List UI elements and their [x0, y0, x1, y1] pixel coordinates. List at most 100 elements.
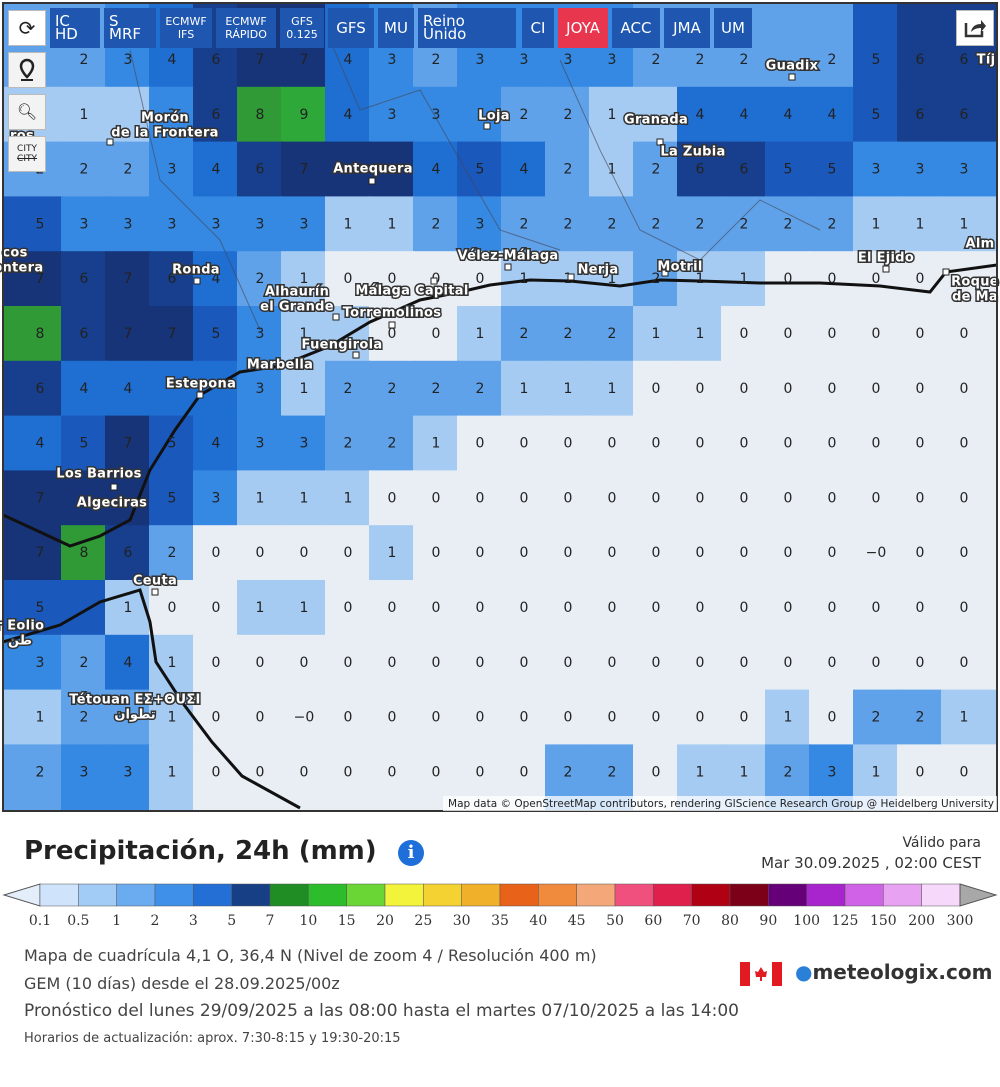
grid-value: 0 [696, 381, 705, 397]
grid-value: 1 [388, 545, 397, 561]
grid-value: 0 [476, 490, 485, 506]
grid-cell [281, 470, 327, 527]
grid-value: 2 [80, 52, 89, 68]
grid-value: 5 [168, 436, 177, 452]
grid-cell [941, 580, 997, 636]
grid-cell [589, 470, 635, 527]
grid-value: 0 [652, 710, 661, 726]
grid-cell [897, 689, 943, 746]
colorbar-label: 125 [832, 913, 859, 929]
model-button[interactable]: UM [714, 8, 752, 48]
grid-value: 1 [608, 381, 617, 397]
model-button[interactable]: MU [378, 8, 414, 48]
grid-cell [897, 251, 943, 308]
zoom-button[interactable]: 🔍︎ [8, 94, 46, 130]
grid-value: 0 [916, 600, 925, 616]
place-label: de Ma [952, 290, 998, 305]
grid-cell [237, 470, 283, 527]
grid-value: 0 [476, 655, 485, 671]
grid-cell [193, 689, 239, 746]
grid-value: 0 [256, 764, 265, 780]
grid-value: 0 [960, 545, 969, 561]
place-label: Alm [966, 237, 995, 252]
grid-cell [677, 689, 723, 746]
city-button[interactable]: CITY CITY [8, 136, 46, 172]
info-icon[interactable]: i [398, 840, 424, 866]
grid-cell [677, 360, 723, 417]
grid-cell [413, 415, 459, 472]
grid-cell [457, 689, 503, 746]
model-button[interactable]: CI [522, 8, 554, 48]
grid-value: 0 [476, 545, 485, 561]
grid-cell [765, 86, 811, 143]
grid-value: 3 [432, 107, 441, 123]
grid-value: 0 [476, 436, 485, 452]
grid-cell [413, 580, 459, 636]
city-dot [483, 122, 491, 130]
model-button[interactable]: IC HD [50, 8, 100, 48]
grid-value: 0 [828, 655, 837, 671]
city-label: CITY [17, 144, 37, 154]
grid-value: 4 [784, 107, 793, 123]
grid-cell [501, 306, 547, 362]
city-dot [106, 138, 114, 146]
grid-cell [325, 689, 371, 746]
grid-cell [193, 360, 239, 417]
grid-value: 0 [740, 710, 749, 726]
colorbar-label: 1 [112, 913, 121, 929]
grid-cell [105, 306, 151, 362]
model-button[interactable]: Reino Unido [418, 8, 516, 48]
grid-cell [677, 196, 723, 253]
model-button[interactable]: ACC [612, 8, 660, 48]
model-button[interactable]: JMA [664, 8, 710, 48]
colorbar-segment [384, 883, 424, 907]
model-button[interactable]: GFS [328, 8, 374, 48]
grid-value: 0 [916, 326, 925, 342]
model-button[interactable]: ECMWF RÁPIDO [216, 8, 276, 48]
grid-value: 9 [300, 107, 309, 123]
grid-cell [589, 86, 635, 143]
grid-value: 2 [432, 216, 441, 232]
grid-value: 1 [80, 107, 89, 123]
grid-cell [501, 689, 547, 746]
colorbar-arrow [959, 883, 998, 907]
map[interactable]: 2 3 4 6 7 7 4 3 2 3 3 3 3 2 2 2 2 5 6 6 1 3 6 8 9 4 3 3 2 2 1 4 4 4 4 5 6 6 2 2… [0, 0, 1000, 815]
model-button[interactable]: ECMWF IFS [160, 8, 212, 48]
grid-value: 7 [300, 52, 309, 68]
grid-cell [3, 415, 63, 472]
grid-value: 2 [608, 326, 617, 342]
grid-cell [413, 525, 459, 582]
grid-cell [105, 415, 151, 472]
grid-value: 5 [212, 326, 221, 342]
grid-value: 0 [828, 545, 837, 561]
grid-value: 0 [476, 271, 485, 287]
grid-cell [853, 689, 899, 746]
model-button[interactable]: JOYA [558, 8, 608, 48]
grid-cell [281, 306, 327, 362]
grid-value: 4 [344, 52, 353, 68]
grid-cell [105, 580, 151, 636]
refresh-button[interactable]: ⟳ [8, 10, 46, 46]
grid-value: 0 [740, 545, 749, 561]
grid-cell [853, 251, 899, 308]
place-label: Ronda [172, 263, 220, 278]
grid-cell [325, 580, 371, 636]
place-label: طن [8, 634, 32, 649]
grid-value: 2 [784, 216, 793, 232]
grid-cell [897, 306, 943, 362]
grid-cell [369, 470, 415, 527]
grid-value: 4 [212, 436, 221, 452]
grid-cell [457, 86, 503, 143]
location-button[interactable] [8, 52, 46, 88]
grid-value: 0 [168, 600, 177, 616]
share-button[interactable] [956, 10, 994, 46]
grid-value: 3 [608, 52, 617, 68]
grid-value: 3 [300, 436, 309, 452]
grid-cell [149, 141, 195, 198]
model-button[interactable]: S MRF [104, 8, 156, 48]
grid-cell [457, 306, 503, 362]
grid-cell [501, 580, 547, 636]
model-button[interactable]: GFS 0.125 [280, 8, 324, 48]
grid-value: 0 [652, 764, 661, 780]
grid-value: 2 [608, 764, 617, 780]
